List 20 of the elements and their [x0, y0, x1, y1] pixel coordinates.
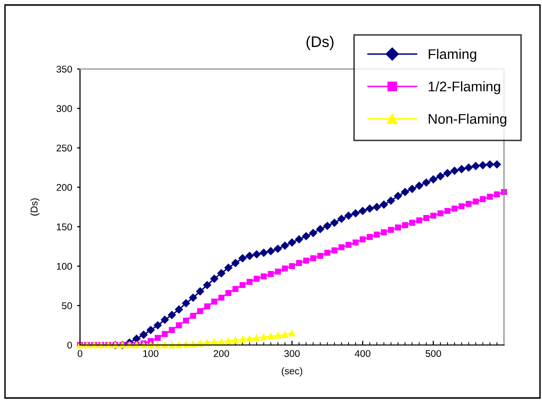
y-tick-label: 150: [56, 223, 72, 230]
x-tick-label: 200: [214, 350, 230, 357]
x-axis-title: (sec): [282, 367, 302, 376]
y-tick-label: 50: [62, 302, 72, 310]
y-tick-label: 300: [56, 105, 72, 112]
chart-title: (Ds): [306, 36, 334, 50]
legend-label: Flaming: [428, 48, 476, 62]
y-tick-label: 200: [56, 184, 72, 191]
y-tick-label: 0: [67, 342, 72, 349]
y-tick-label: 250: [56, 144, 72, 152]
x-tick-label: 0: [78, 350, 82, 357]
y-axis-title: (Ds): [30, 198, 40, 216]
x-tick-label: 300: [284, 350, 300, 357]
legend-label: Non-Flaming: [428, 114, 506, 127]
x-tick-label: 400: [354, 350, 370, 357]
legend-label: 1/2-Flaming: [428, 81, 500, 94]
y-tick-label: 350: [56, 66, 72, 73]
x-tick-label: 500: [426, 350, 442, 357]
y-tick-label: 100: [56, 262, 72, 270]
x-tick-label: 100: [143, 350, 158, 357]
